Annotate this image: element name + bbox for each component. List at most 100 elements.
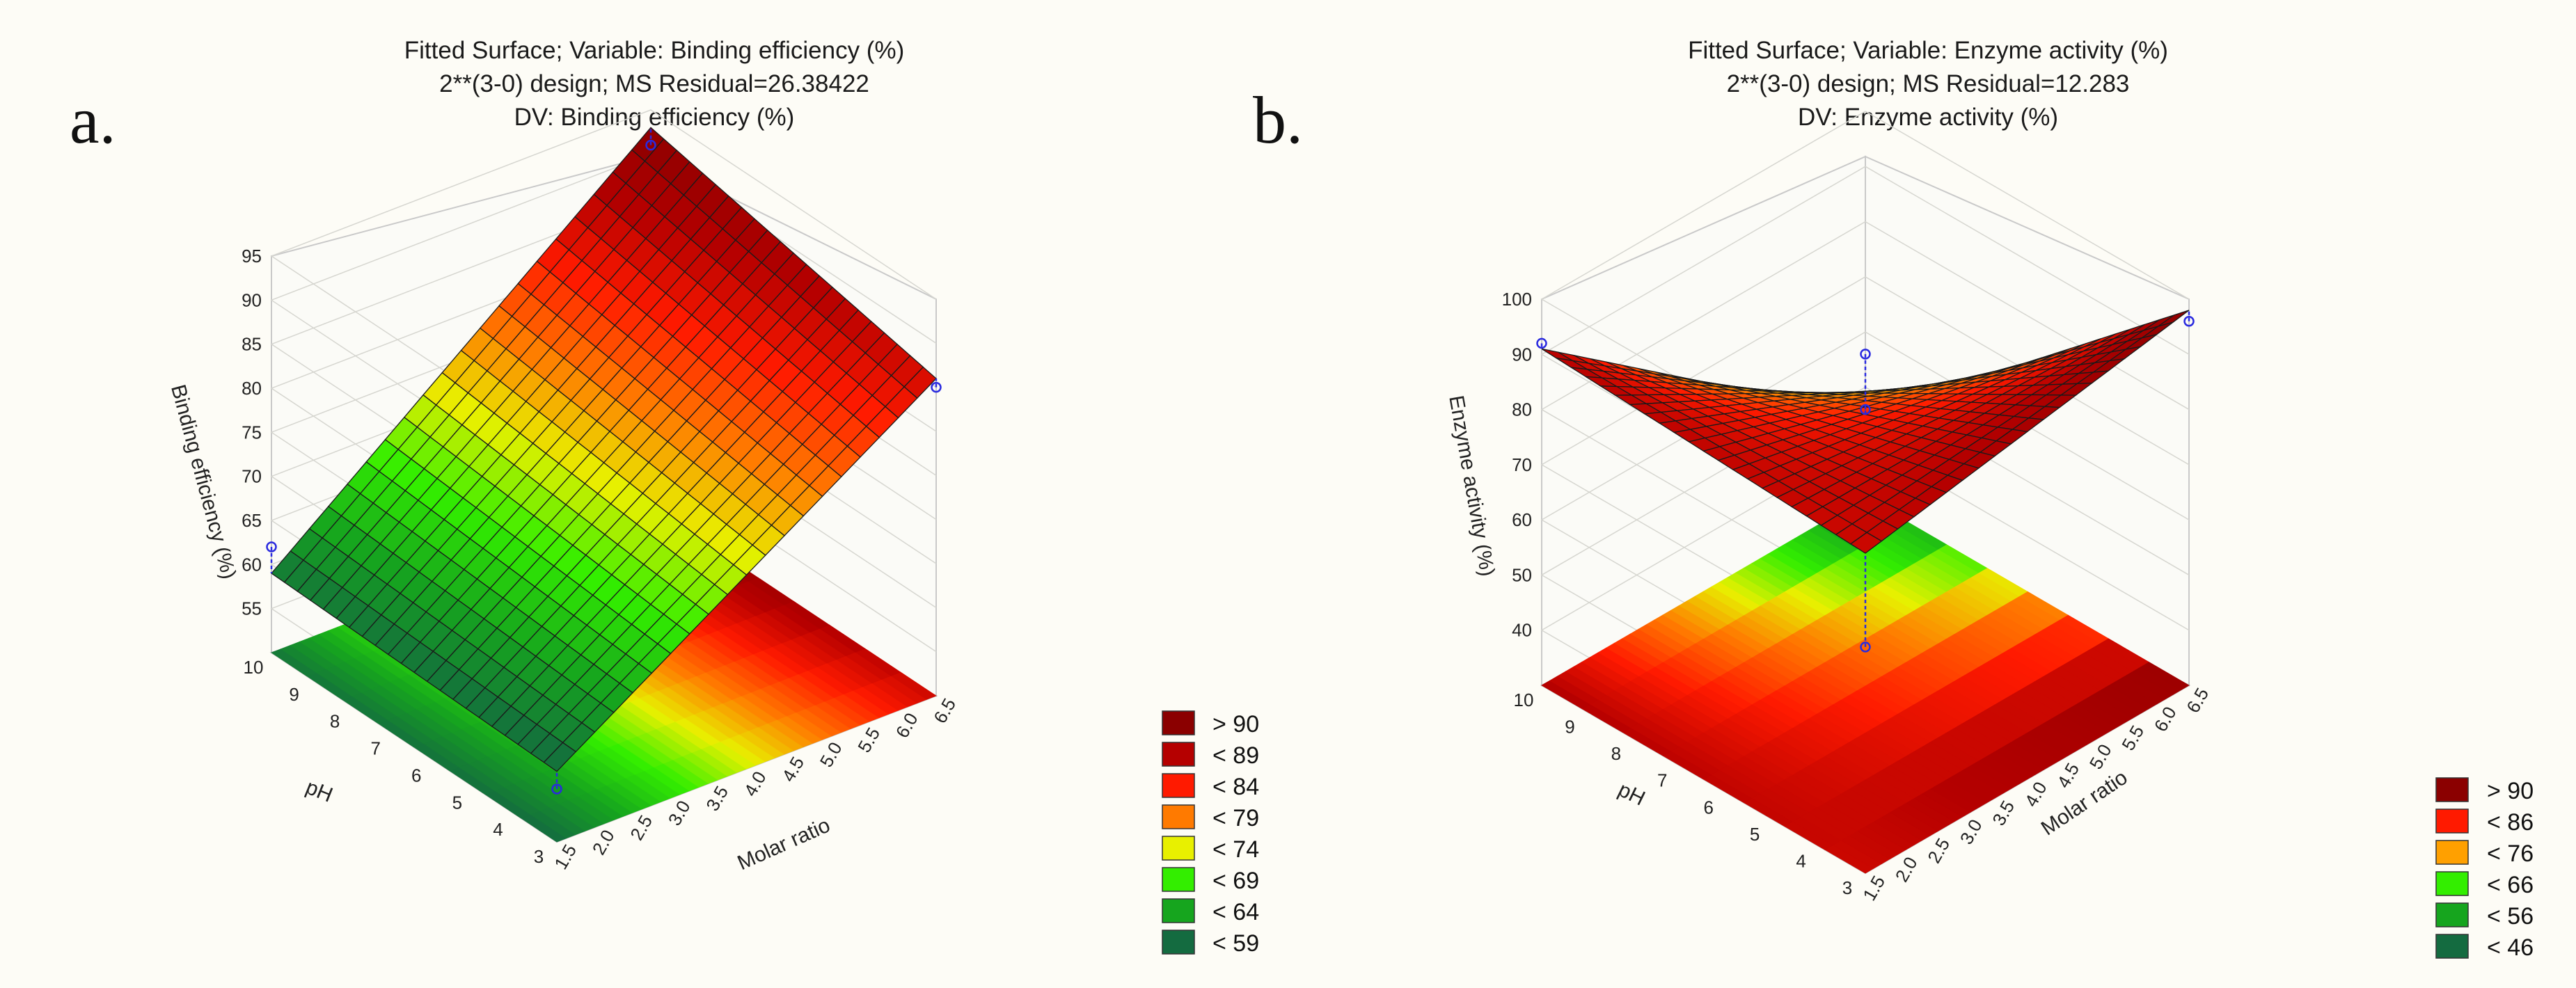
legend-label-6: < 64 [1212,899,1259,925]
panel-a-z-ticks: 55 60 65 70 75 80 85 90 95 [242,246,262,619]
data-point-1 [1860,642,1871,653]
panel-a-y-ticks: 3 4 5 6 7 8 9 10 [244,657,544,867]
panel-a-legend: > 90 < 89 < 84 < 79 < 74 < 69 < 64 < 59 [1162,710,1259,957]
y-tick-label-5: 8 [330,711,340,732]
legend-label-3: < 66 [2487,872,2534,898]
legend-label-5: < 69 [1212,868,1259,894]
y-tick-label-3: 6 [411,765,421,786]
legend-label-2: < 76 [2487,840,2534,867]
x-tick-label-10: 6.5 [2182,684,2213,716]
panel-b-subtitle-design: 2**(3-0) design; MS Residual=12.283 [1727,70,2130,97]
legend-swatch-2 [2435,840,2469,865]
legend-swatch-6 [1162,898,1195,923]
panel-b-subtitle-dv: DV: Enzyme activity (%) [1798,104,2058,131]
x-tick-label-6: 4.5 [777,753,808,785]
legend-swatch-4 [2435,902,2469,927]
panel-a-x-axis-label: Molar ratio [734,813,834,875]
gridline-z-8 [270,109,937,446]
y-tick-label-6: 9 [1565,717,1574,738]
panel-a-fitted-surface [271,127,937,772]
legend-swatch-5 [2435,934,2469,959]
panel-a-y-axis-label: pH [303,776,336,807]
panel-b-x-ticks: 1.52.02.53.03.54.04.55.05.56.06.5 [1858,684,2213,904]
x-tick-label-3: 3.0 [664,797,695,829]
data-point-2 [645,139,656,151]
panel-a-subtitle-dv: DV: Binding efficiency (%) [514,104,795,131]
data-point-3 [931,381,942,393]
panel-a-label: a. [70,83,116,157]
legend-label-0: > 90 [1212,711,1259,738]
z-tick-label-2: 60 [1512,509,1532,530]
panel-b-z-ticks: 40 50 60 70 80 90 100 [1502,289,1532,641]
z-tick-label-4: 80 [1512,399,1532,420]
surface-cell [543,742,577,772]
panel-b-title: Fitted Surface; Variable: Enzyme activit… [1688,37,2168,64]
panel-b-observed-points [1536,310,2195,653]
z-tick-label-7: 90 [242,289,262,310]
panel-a: a. Fitted Surface; Variable: Binding eff… [70,37,1259,957]
x-tick-label-1: 2.0 [1891,853,1922,885]
x-tick-label-6: 4.5 [2053,759,2083,791]
panel-b-legend: > 90 < 86 < 76 < 66 < 56 < 46 [2435,777,2534,961]
legend-swatch-1 [2435,808,2469,834]
y-tick-label-4: 7 [370,738,380,759]
legend-swatch-3 [1162,804,1195,829]
legend-swatch-3 [2435,871,2469,896]
y-tick-label-6: 9 [289,684,299,705]
x-tick-label-8: 5.5 [853,724,884,756]
panel-b-y-ticks: 3 4 5 6 7 8 9 10 [1514,690,1853,898]
legend-label-1: < 89 [1212,742,1259,769]
y-tick-label-4: 7 [1657,770,1667,791]
y-tick-label-7: 10 [244,657,264,678]
legend-label-5: < 46 [2487,934,2534,961]
panel-b-y-axis-label: pH [1615,778,1649,810]
z-tick-label-0: 40 [1512,620,1532,641]
x-tick-label-7: 5.0 [2085,740,2116,772]
y-tick-label-7: 10 [1514,690,1534,710]
legend-swatch-4 [1162,836,1195,861]
panel-b-fitted-surface [1541,310,2190,554]
x-tick-label-1: 2.0 [588,826,619,858]
x-tick-label-0: 1.5 [550,840,580,873]
z-tick-label-6: 100 [1502,289,1532,310]
x-tick-label-8: 5.5 [2117,722,2148,754]
legend-swatch-0 [2435,777,2469,802]
x-tick-label-5: 4.0 [740,767,771,799]
legend-label-1: < 86 [2487,809,2534,836]
z-tick-label-5: 80 [242,378,262,399]
x-tick-label-0: 1.5 [1858,872,1889,904]
y-tick-label-1: 4 [1796,850,1805,871]
legend-label-4: < 56 [2487,903,2534,930]
data-point-0 [266,541,277,552]
data-point-2 [2183,315,2195,327]
panel-b-contour-floor [1541,497,2190,874]
z-tick-label-0: 55 [242,598,262,619]
panel-a-observed-points [266,127,942,795]
panel-b: b. Fitted Surface; Variable: Enzyme acti… [1253,37,2534,961]
z-tick-label-1: 50 [1512,564,1532,585]
z-tick-label-2: 65 [242,510,262,531]
z-tick-label-6: 85 [242,334,262,355]
y-tick-label-2: 5 [1750,824,1760,845]
z-tick-label-4: 75 [242,422,262,443]
gridline-z-7 [270,153,937,490]
panel-b-label: b. [1253,83,1303,157]
y-tick-label-2: 5 [452,792,462,813]
x-tick-label-10: 6.5 [929,694,960,726]
x-tick-label-4: 3.5 [1988,797,2018,829]
data-point-4 [1860,404,1871,415]
surface-cell [1849,532,1883,554]
x-tick-label-2: 2.5 [626,811,656,843]
x-tick-label-9: 6.0 [892,709,922,741]
z-tick-label-8: 95 [242,246,262,266]
y-tick-label-0: 3 [534,846,544,867]
panel-a-subtitle-design: 2**(3-0) design; MS Residual=26.38422 [439,70,869,97]
legend-label-4: < 74 [1212,836,1259,863]
y-tick-label-0: 3 [1842,877,1852,898]
z-tick-label-3: 70 [1512,454,1532,475]
legend-swatch-7 [1162,930,1195,955]
panel-a-title: Fitted Surface; Variable: Binding effici… [404,37,905,64]
z-tick-label-1: 60 [242,554,262,575]
legend-label-0: > 90 [2487,778,2534,804]
